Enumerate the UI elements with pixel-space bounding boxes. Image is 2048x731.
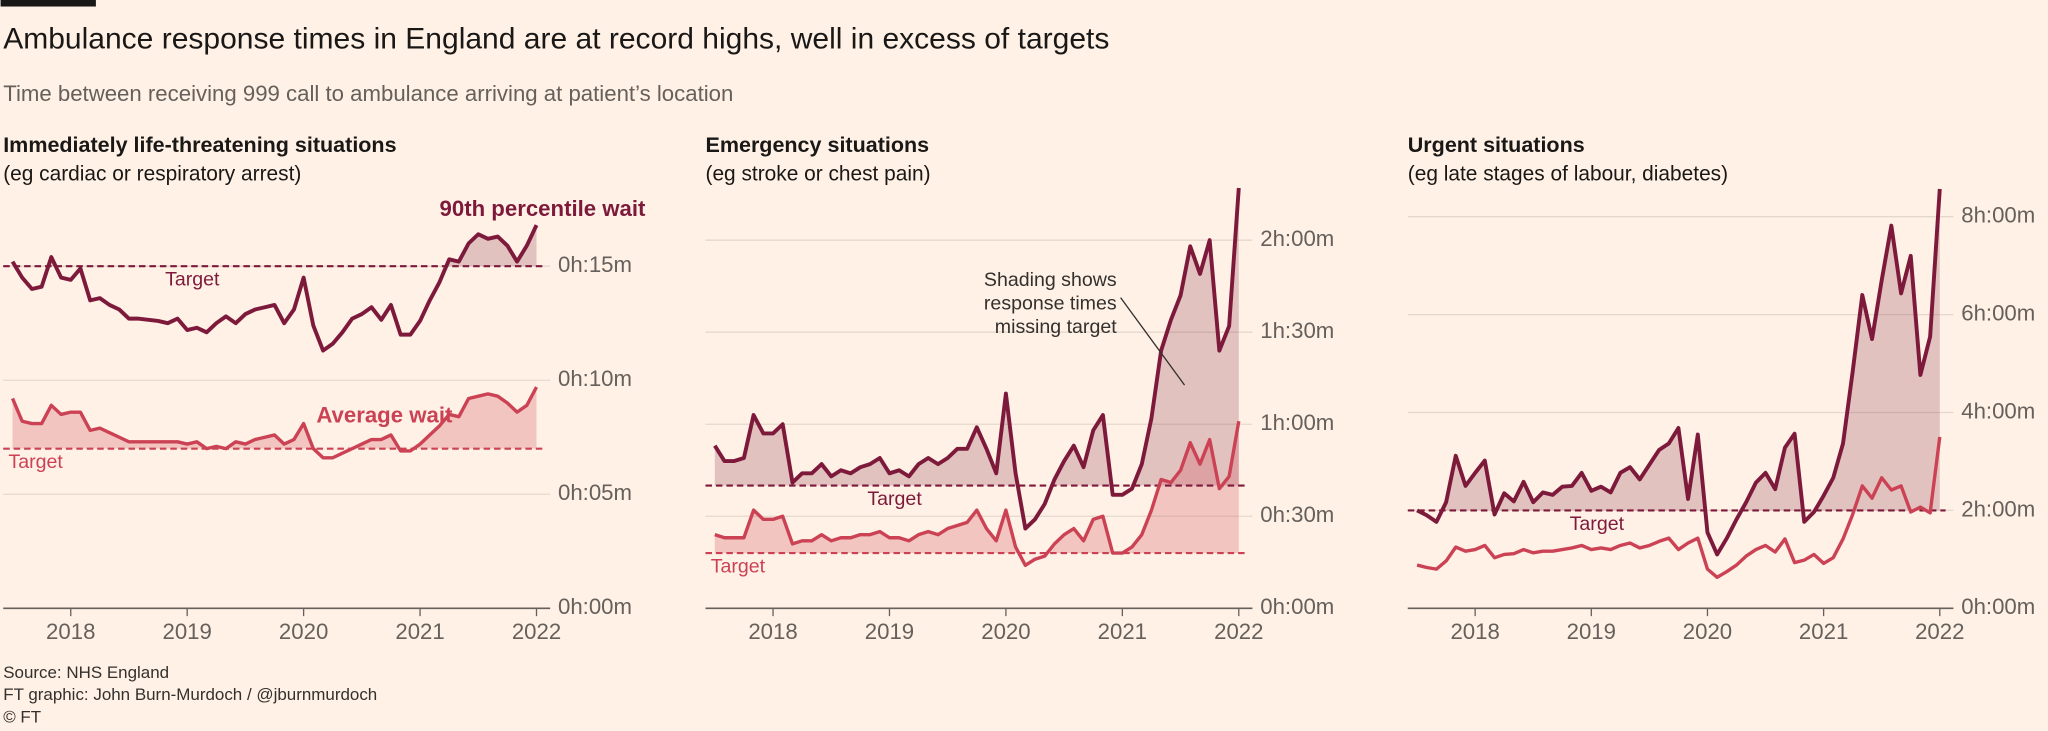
y-tick-label: 0h:15m: [558, 252, 632, 277]
annotation: Shading shows: [984, 269, 1117, 291]
subtitle: Time between receiving 999 call to ambul…: [3, 81, 733, 106]
target-label: Target: [1570, 513, 1625, 535]
target-label: Target: [8, 451, 63, 473]
y-tick-label: 2h:00m: [1260, 226, 1334, 251]
shading: [1417, 188, 1940, 511]
x-tick-label: 2021: [395, 619, 444, 644]
annotation: response times: [984, 292, 1117, 314]
y-tick-label: 0h:10m: [558, 366, 632, 391]
target-label: Target: [867, 488, 922, 510]
series-line: [1416, 188, 1942, 557]
series-line: [10, 386, 539, 460]
x-tick-label: 2018: [1450, 619, 1499, 644]
x-tick-label: 2021: [1799, 619, 1848, 644]
y-tick-label: 1h:00m: [1260, 410, 1334, 435]
shading: [12, 225, 537, 267]
panel-subtitle: (eg stroke or chest pain): [705, 162, 930, 185]
y-tick-label: 0h:00m: [1260, 594, 1334, 619]
panel-subtitle: (eg cardiac or respiratory arrest): [3, 162, 301, 185]
x-tick-label: 2018: [46, 619, 95, 644]
y-tick-label: 4h:00m: [1961, 398, 2035, 423]
y-tick-label: 0h:00m: [558, 594, 632, 619]
top-bar: [0, 0, 96, 7]
y-tick-label: 2h:00m: [1961, 496, 2035, 521]
x-tick-label: 2019: [1567, 619, 1616, 644]
panel-title: Emergency situations: [705, 133, 929, 157]
x-tick-label: 2022: [1915, 619, 1964, 644]
annotation-leader: [1120, 297, 1186, 386]
series-line: [10, 224, 539, 353]
series-line: [714, 420, 1241, 568]
x-tick-label: 2019: [865, 619, 914, 644]
x-tick-label: 2019: [163, 619, 212, 644]
shading: [714, 421, 1239, 554]
y-tick-label: 8h:00m: [1961, 203, 2035, 228]
source-line: FT graphic: John Burn-Murdoch / @jburnmu…: [3, 685, 377, 704]
panel-subtitle: (eg late stages of labour, diabetes): [1408, 162, 1728, 185]
series-line: [1416, 436, 1942, 579]
y-tick-label: 0h:30m: [1260, 502, 1334, 527]
y-tick-label: 0h:05m: [558, 480, 632, 505]
series-label: Average wait: [316, 402, 453, 427]
series-label: 90th percentile wait: [440, 196, 647, 221]
panel-title: Immediately life-threatening situations: [3, 133, 396, 157]
annotation: missing target: [995, 316, 1117, 338]
source-line: Source: NHS England: [3, 663, 169, 682]
title: Ambulance response times in England are …: [3, 22, 1109, 55]
panel-title: Urgent situations: [1408, 133, 1585, 157]
target-label: Target: [165, 269, 220, 291]
y-tick-label: 0h:00m: [1961, 594, 2035, 619]
x-tick-label: 2022: [1214, 619, 1263, 644]
source-line: © FT: [3, 707, 41, 726]
x-tick-label: 2021: [1098, 619, 1147, 644]
x-tick-label: 2018: [748, 619, 797, 644]
y-tick-label: 6h:00m: [1961, 300, 2035, 325]
y-tick-label: 1h:30m: [1260, 318, 1334, 343]
x-tick-label: 2020: [981, 619, 1030, 644]
x-tick-label: 2022: [512, 619, 561, 644]
x-tick-label: 2020: [1683, 619, 1732, 644]
series-line: [713, 187, 1241, 531]
target-label: Target: [711, 556, 766, 578]
x-tick-label: 2020: [279, 619, 328, 644]
